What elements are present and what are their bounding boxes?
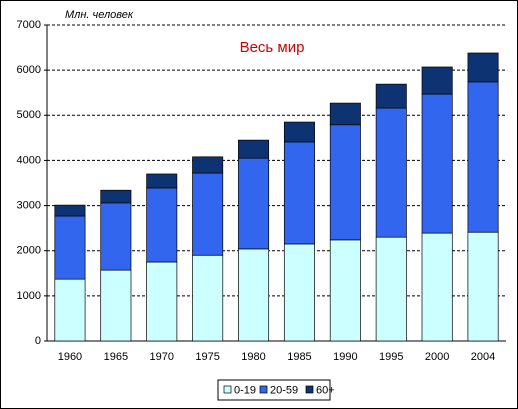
x-tick-label: 1995 [379,351,403,363]
bar-segment [283,141,315,245]
bar-segment [192,172,224,256]
y-tick-label: 7000 [17,19,41,31]
legend-swatch [259,385,268,394]
bar-segment [192,156,224,174]
x-tick-label: 2004 [471,351,495,363]
x-tick-label: 1980 [241,351,265,363]
y-axis-title: Млн. человек [65,9,134,21]
legend-label: 60+ [316,384,335,396]
bar-segment [467,231,499,342]
legend-label: 20-59 [270,384,298,396]
bar-segment [283,243,315,342]
bar-segment [146,261,178,342]
bar-segment [238,248,270,342]
bar-segment [146,187,178,263]
bar-segment [54,204,86,217]
bar-segment [54,215,86,280]
bar-segment [238,157,270,250]
bar-segment [329,239,361,342]
legend-label: 0-19 [234,384,256,396]
bar-segment [375,236,407,342]
x-tick-label: 1990 [333,351,357,363]
bar-segment [54,278,86,342]
x-tick-label: 1965 [104,351,128,363]
bar-segment [375,83,407,109]
bar-segment [100,269,132,342]
bar-segment [238,139,270,159]
bar-segment [467,52,499,83]
legend-swatch [305,385,314,394]
y-tick-label: 4000 [17,154,41,166]
y-tick-label: 0 [35,335,41,347]
bar-segment [146,173,178,189]
y-tick-label: 6000 [17,64,41,76]
bar-segment [375,107,407,238]
y-tick-label: 3000 [17,199,41,211]
bar-segment [421,232,453,342]
bar-segment [100,189,132,204]
y-tick-label: 1000 [17,290,41,302]
bar-segment [329,124,361,241]
bar-segment [283,121,315,143]
bar-segment [421,66,453,95]
bar-segment [467,81,499,233]
bar-segment [329,102,361,126]
y-tick-label: 5000 [17,109,41,121]
legend-box [217,379,331,401]
x-tick-label: 1970 [150,351,174,363]
x-tick-label: 1960 [58,351,82,363]
x-tick-label: 1985 [287,351,311,363]
bar-segment [421,93,453,234]
x-tick-label: 1975 [195,351,219,363]
bar-segment [100,202,132,271]
y-tick-label: 2000 [17,245,41,257]
chart-title: Весь мир [240,39,305,56]
legend-swatch [223,385,232,394]
x-tick-label: 2000 [425,351,449,363]
bar-segment [192,254,224,342]
